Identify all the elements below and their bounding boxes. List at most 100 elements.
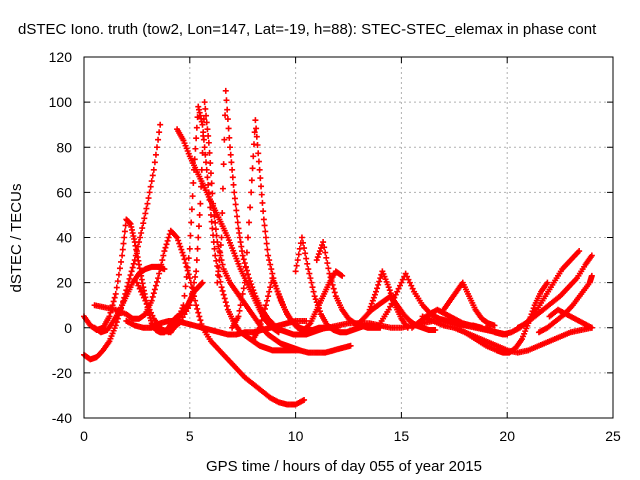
data-point-interp <box>207 170 214 177</box>
data-point <box>222 87 229 94</box>
data-point-interp <box>173 233 180 240</box>
y-tick-label: 120 <box>49 49 73 65</box>
data-point-interp <box>212 219 219 226</box>
data-point-interp <box>162 244 169 251</box>
data-point <box>235 313 242 320</box>
data-point-interp <box>321 244 328 251</box>
data-point-interp <box>204 174 211 181</box>
data-point-interp <box>227 151 234 158</box>
data-point-interp <box>152 282 159 289</box>
x-tick-label: 10 <box>288 428 304 444</box>
data-point-interp <box>182 260 189 267</box>
data-point-interp <box>310 288 317 295</box>
data-point <box>544 279 551 286</box>
data-point <box>262 302 269 309</box>
x-tick-label: 5 <box>186 428 194 444</box>
data-point-interp <box>212 226 219 233</box>
data-point-interp <box>206 149 213 156</box>
data-point-interp <box>249 284 256 291</box>
data-point-interp <box>248 281 255 288</box>
data-point-interp <box>257 320 264 327</box>
data-point <box>155 275 162 282</box>
y-tick-label: 0 <box>64 320 72 336</box>
data-point <box>402 270 409 277</box>
data-point-interp <box>122 222 129 229</box>
data-point-interp <box>193 124 200 131</box>
data-point-interp <box>374 285 381 292</box>
data-point-interp <box>189 193 196 200</box>
data-point-interp <box>306 270 313 277</box>
data-point-interp <box>331 289 338 296</box>
data-point-interp <box>232 201 239 208</box>
data-point-interp <box>264 297 271 304</box>
data-point-interp <box>266 257 273 264</box>
data-point-interp <box>315 251 322 258</box>
data-point-interp <box>203 112 210 119</box>
data-point-interp <box>217 242 224 249</box>
data-point <box>186 275 193 282</box>
data-point-interp <box>404 273 411 280</box>
data-point <box>301 396 308 403</box>
data-point-interp <box>151 286 158 293</box>
data-point-interp <box>146 306 153 313</box>
data-point-interp <box>182 283 189 290</box>
data-point-interp <box>237 302 244 309</box>
data-point-interp <box>219 261 226 268</box>
data-point-interp <box>399 276 406 283</box>
data-point <box>252 117 259 124</box>
data-point-interp <box>263 240 270 247</box>
data-series <box>514 252 595 331</box>
data-point-interp <box>195 234 202 241</box>
data-point <box>193 302 200 309</box>
data-point <box>366 306 373 313</box>
data-point <box>298 234 305 241</box>
y-tick-label: 80 <box>56 139 72 155</box>
data-point-interp <box>254 141 261 148</box>
data-point-interp <box>143 300 150 307</box>
data-point-interp <box>369 297 376 304</box>
x-tick-label: 15 <box>394 428 410 444</box>
data-point-interp <box>129 264 136 271</box>
data-point-interp <box>192 297 199 304</box>
data-point-interp <box>229 166 236 173</box>
data-point-interp <box>253 133 260 140</box>
data-point-interp <box>190 179 197 186</box>
data-point-interp <box>265 293 272 300</box>
data-point-interp <box>302 250 309 257</box>
data-point-interp <box>246 219 253 226</box>
data-point-interp <box>120 240 127 247</box>
data-point-interp <box>314 254 321 261</box>
data-point-interp <box>179 249 186 256</box>
data-point-interp <box>367 303 374 310</box>
data-point-interp <box>221 295 228 302</box>
data-point <box>432 327 439 334</box>
data-series <box>483 248 583 338</box>
data-point-interp <box>221 136 228 143</box>
data-point-interp <box>148 178 155 185</box>
data-point-interp <box>198 166 205 173</box>
data-point-interp <box>136 285 143 292</box>
data-point <box>214 279 221 286</box>
data-point-interp <box>156 129 163 136</box>
data-point <box>218 284 225 291</box>
data-point <box>320 239 327 246</box>
data-point-interp <box>248 177 255 184</box>
data-point-interp <box>262 228 269 235</box>
data-point-interp <box>215 264 222 271</box>
data-point-interp <box>375 281 382 288</box>
data-point-interp <box>396 282 403 289</box>
data-point-interp <box>176 240 183 247</box>
y-tick-label: -40 <box>52 410 72 426</box>
data-point-interp <box>259 199 266 206</box>
data-point-interp <box>405 276 412 283</box>
data-point <box>588 252 595 259</box>
data-point-interp <box>139 291 146 298</box>
data-point <box>241 279 248 286</box>
data-point-interp <box>187 232 194 239</box>
data-point-interp <box>188 290 195 297</box>
data-point-interp <box>323 254 330 261</box>
data-point-interp <box>195 309 202 316</box>
data-series <box>250 268 346 343</box>
data-point-interp <box>251 129 258 136</box>
data-point-interp <box>183 308 190 315</box>
